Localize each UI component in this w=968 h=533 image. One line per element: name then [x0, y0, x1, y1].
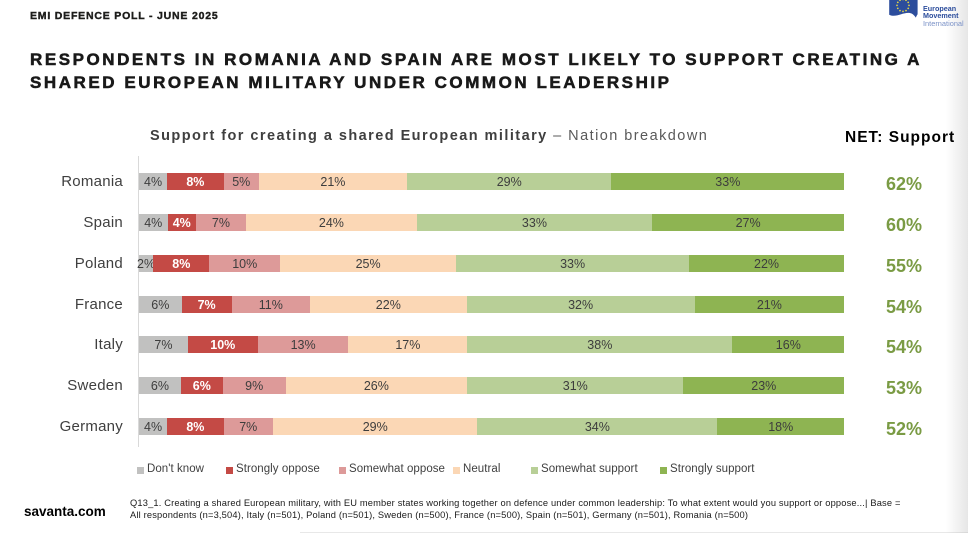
svg-text:International: International	[923, 19, 964, 28]
svg-text:Movement: Movement	[923, 11, 959, 20]
svg-text:European: European	[923, 4, 956, 13]
